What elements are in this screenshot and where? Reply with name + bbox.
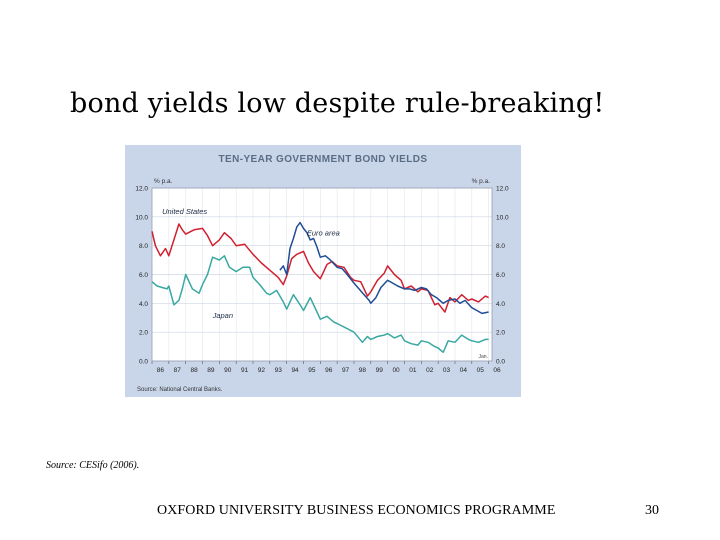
plot-border	[151, 187, 493, 362]
chart-svg: TEN-YEAR GOVERNMENT BOND YIELDS % p.a. % p…	[135, 154, 509, 393]
x-tick-label: 06	[493, 367, 501, 374]
y-unit-left: % p.a.	[154, 178, 173, 185]
chart-title: TEN-YEAR GOVERNMENT BOND YIELDS	[219, 154, 428, 165]
y-tick-label-right: 10.0	[496, 214, 509, 221]
x-tick-label: 93	[275, 367, 283, 374]
series-label-united-states: United States	[162, 207, 207, 216]
y-tick-label-right: 6.0	[496, 272, 505, 279]
slide-title: bond yields low despite rule-breaking!	[70, 88, 605, 119]
y-tick-label-right: 2.0	[496, 330, 505, 337]
y-tick-label-right: 4.0	[496, 301, 505, 308]
series-line-united-states	[151, 223, 489, 313]
chart-source: Source: National Central Banks.	[137, 387, 223, 393]
page-number: 30	[645, 503, 659, 518]
x-tick-label: 87	[174, 367, 182, 374]
y-tick-label-left: 12.0	[135, 186, 148, 193]
x-tick-label: 97	[342, 367, 350, 374]
y-tick-label-left: 4.0	[139, 301, 148, 308]
x-tick-label: 88	[190, 367, 198, 374]
y-tick-label-left: 6.0	[139, 272, 148, 279]
y-tick-label-right: 12.0	[496, 186, 509, 193]
y-tick-label-left: 10.0	[135, 214, 148, 221]
x-tick-label: 05	[477, 367, 485, 374]
x-tick-label: 86	[157, 367, 165, 374]
x-tick-label: 03	[443, 367, 451, 374]
x-tick-label: 01	[409, 367, 417, 374]
y-tick-label-left: 0.0	[139, 359, 148, 366]
x-tick-label: 89	[207, 367, 215, 374]
footer-text: OXFORD UNIVERSITY BUSINESS ECONOMICS PRO…	[157, 503, 556, 518]
y-unit-right: % p.a.	[472, 178, 491, 185]
x-tick-label: 94	[291, 367, 299, 374]
x-tick-label: 02	[426, 367, 434, 374]
y-tick-label-right: 0.0	[496, 359, 505, 366]
x-tick-label: 96	[325, 367, 333, 374]
source-note: Source: CESifo (2006).	[46, 460, 140, 471]
series-label-euro-area: Euro area	[307, 229, 340, 238]
y-tick-label-left: 8.0	[139, 243, 148, 250]
x-note: Jan.	[479, 354, 488, 360]
series-line-euro-area	[279, 221, 489, 315]
x-tick-label: 91	[241, 367, 249, 374]
y-tick-label-right: 8.0	[496, 243, 505, 250]
x-tick-label: 95	[308, 367, 316, 374]
x-tick-label: 99	[376, 367, 384, 374]
x-tick-label: 90	[224, 367, 232, 374]
bond-yield-chart: TEN-YEAR GOVERNMENT BOND YIELDS % p.a. % p…	[125, 145, 521, 397]
x-tick-label: 04	[460, 367, 468, 374]
x-tick-label: 00	[392, 367, 400, 374]
y-tick-label-left: 2.0	[139, 330, 148, 337]
series-line-japan	[151, 255, 489, 354]
x-tick-label: 92	[258, 367, 266, 374]
x-tick-label: 98	[359, 367, 367, 374]
series-label-japan: Japan	[212, 311, 233, 320]
